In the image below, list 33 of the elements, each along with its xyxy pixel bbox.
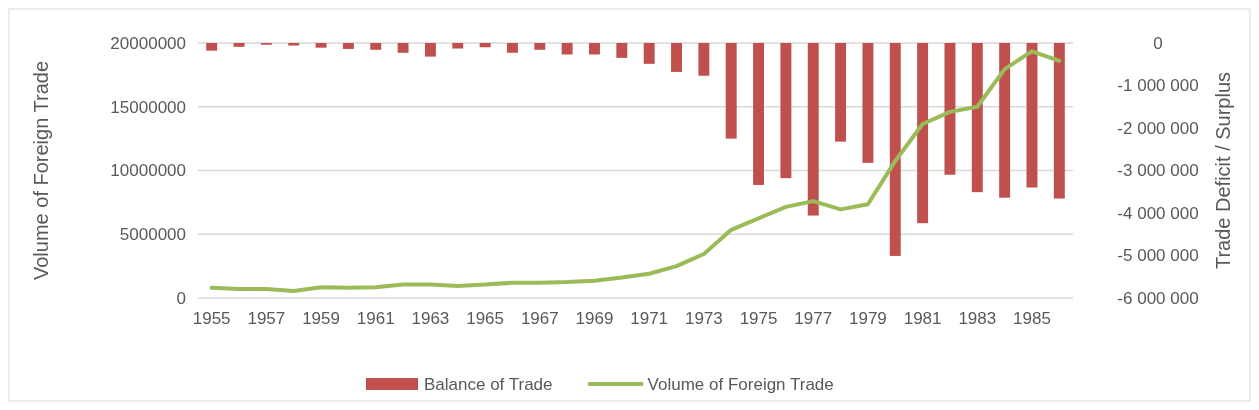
x-tick-label: 1975 [739, 309, 778, 328]
y2-tick-label: -1 000 000 [1117, 76, 1199, 96]
line-series [209, 49, 1062, 293]
y-axis-title: Volume of Foreign Trade [30, 60, 52, 281]
legend-label: Volume of Foreign Trade [647, 374, 834, 394]
x-tick-label: 1963 [411, 309, 450, 328]
x-tick-label: 1985 [1013, 309, 1051, 328]
y2-tick-label: -5 000 000 [1117, 246, 1199, 266]
x-tick-label: 1965 [466, 309, 505, 328]
y2-tick-label: -2 000 000 [1117, 118, 1199, 138]
x-tick-label: 1959 [302, 309, 340, 328]
x-tick-label: 1955 [192, 309, 231, 328]
y2-tick-label: -6 000 000 [1117, 288, 1199, 308]
x-tick-label: 1967 [520, 309, 559, 328]
x-tick-label: 1961 [356, 309, 395, 328]
y-tick-label: 5000000 [119, 225, 186, 245]
y2-tick-label: 0 [1153, 33, 1163, 53]
y2-tick-label: -3 000 000 [1117, 161, 1199, 181]
y2-tick-label: -4 000 000 [1117, 203, 1199, 223]
x-tick-label: 1969 [575, 309, 614, 328]
x-tick-label: 1981 [903, 309, 942, 328]
y-tick-label: 15000000 [110, 97, 186, 117]
x-tick-label: 1977 [794, 309, 833, 328]
legend-label: Balance of Trade [424, 374, 553, 394]
x-tick-label: 1957 [247, 309, 286, 328]
y-tick-label: 0 [176, 288, 186, 308]
x-tick-label: 1979 [849, 309, 887, 328]
x-tick-label: 1971 [630, 309, 669, 328]
y-tick-label: 10000000 [110, 161, 186, 181]
y2-axis-title: Trade Deficit / Surplus [1212, 71, 1234, 270]
x-tick-label: 1973 [684, 309, 723, 328]
y-tick-label: 20000000 [110, 33, 186, 53]
x-tick-label: 1983 [958, 309, 997, 328]
